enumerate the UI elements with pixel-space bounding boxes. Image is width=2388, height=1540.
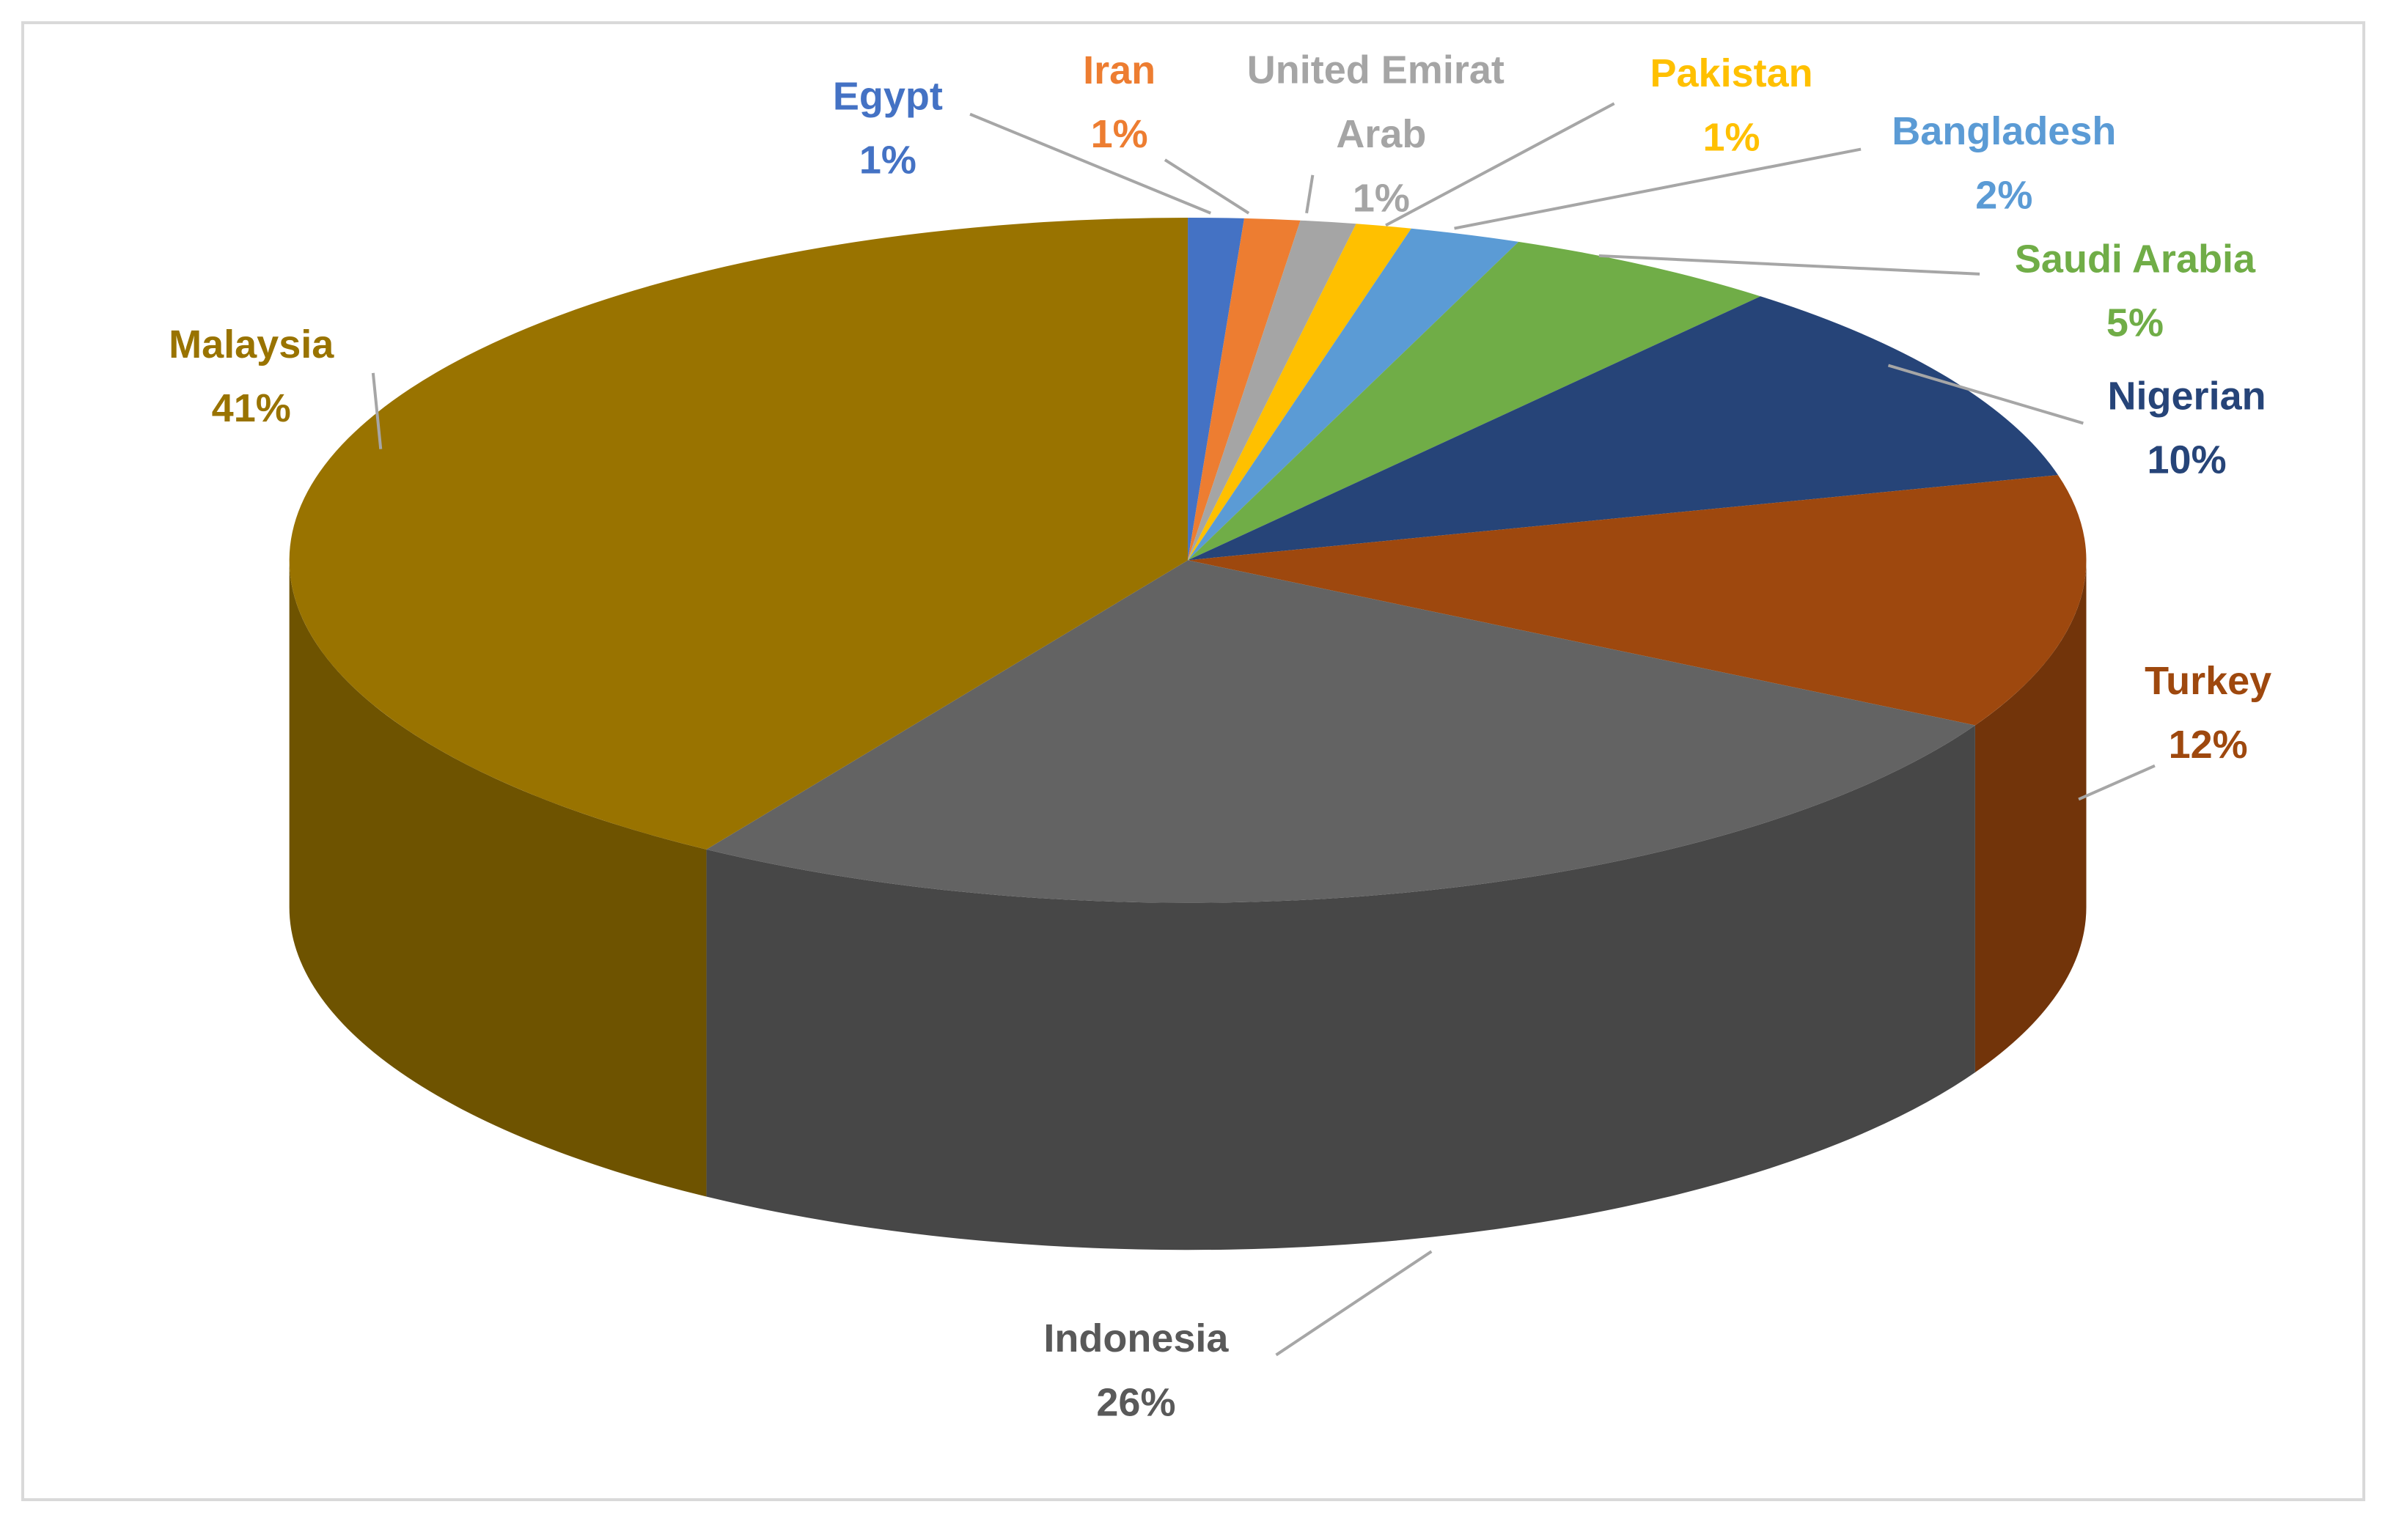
leader-line: [969, 112, 1211, 215]
leader-line: [2078, 764, 2156, 801]
category-label: Iran: [1083, 48, 1156, 92]
category-label: United Emirat Arab: [1247, 48, 1516, 156]
leader-line: [1887, 364, 2084, 425]
category-label: Turkey: [2145, 659, 2271, 703]
category-label: Pakistan: [1650, 51, 1812, 95]
leader-line: [1305, 174, 1315, 214]
leader-line: [1385, 102, 1615, 227]
value-label: 10%: [2148, 438, 2227, 482]
value-label: 1%: [1091, 112, 1148, 156]
leader-line: [1164, 158, 1250, 215]
category-label: Bangladesh: [1892, 109, 2116, 153]
value-label: 12%: [2169, 723, 2248, 767]
value-label: 26%: [1096, 1380, 1175, 1424]
slice: [1188, 296, 2058, 561]
value-label: 1%: [1353, 176, 1410, 220]
category-label: Egypt: [833, 74, 943, 118]
leader-line: [371, 372, 383, 449]
slice: [1188, 241, 1761, 561]
slice: [706, 560, 1975, 903]
value-label: 41%: [212, 386, 291, 430]
value-label: 1%: [1703, 115, 1760, 159]
slice: [1188, 218, 1301, 561]
slice-side: [1974, 560, 2087, 1073]
category-label: Malaysia: [169, 323, 334, 366]
leader-line: [1275, 1250, 1433, 1357]
slice: [289, 218, 1189, 850]
slice-side: [706, 725, 1975, 1250]
slice: [1188, 224, 1411, 561]
slice: [1188, 475, 2087, 726]
value-label: 2%: [1975, 173, 2032, 217]
value-label: 1%: [859, 139, 916, 183]
slice-side: [289, 560, 707, 1197]
slice: [1188, 218, 1245, 561]
category-label: Saudi Arabia: [2015, 237, 2256, 281]
leader-line: [1598, 254, 1980, 276]
slice: [1188, 228, 1519, 561]
category-label: Nigerian: [2108, 374, 2266, 418]
category-label: Indonesia: [1043, 1316, 1229, 1360]
value-label: 5%: [2106, 301, 2164, 345]
slice: [1188, 220, 1356, 561]
leader-line: [1454, 147, 1862, 230]
